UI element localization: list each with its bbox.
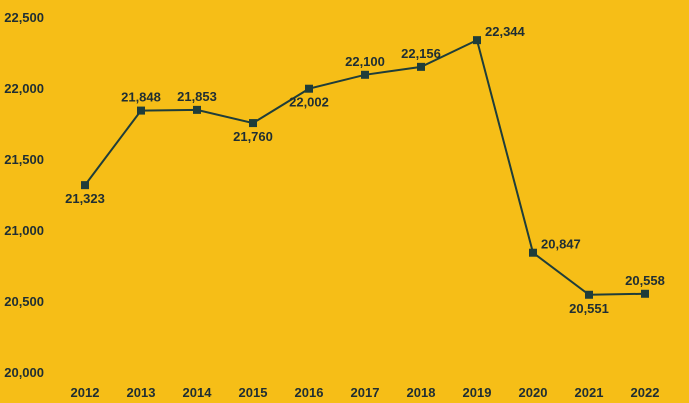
x-tick-label: 2018 bbox=[407, 385, 436, 400]
x-tick-label: 2016 bbox=[295, 385, 324, 400]
x-tick-label: 2021 bbox=[575, 385, 604, 400]
y-tick-label: 20,000 bbox=[4, 365, 44, 380]
y-tick-label: 20,500 bbox=[4, 294, 44, 309]
data-label: 21,848 bbox=[121, 90, 161, 105]
data-point-marker bbox=[249, 119, 257, 128]
y-tick-label: 21,500 bbox=[4, 152, 44, 167]
data-labels: 21,323 21,848 21,853 21,760 22,002 22,100 22,1… bbox=[65, 24, 665, 316]
data-label: 21,760 bbox=[233, 129, 273, 144]
data-label: 22,002 bbox=[289, 95, 329, 110]
x-tick-label: 2019 bbox=[463, 385, 492, 400]
y-tick-label: 21,000 bbox=[4, 223, 44, 238]
x-tick-label: 2012 bbox=[71, 385, 100, 400]
data-point-marker bbox=[81, 181, 89, 190]
x-tick-label: 2013 bbox=[127, 385, 156, 400]
x-tick-label: 2020 bbox=[519, 385, 548, 400]
data-label: 21,853 bbox=[177, 89, 217, 104]
data-point-marker bbox=[193, 105, 201, 114]
x-tick-label: 2017 bbox=[351, 385, 380, 400]
x-axis-ticks: 2012 2013 2014 2015 2016 2017 2018 2019 2020 2021… bbox=[71, 385, 660, 400]
y-tick-label: 22,000 bbox=[4, 81, 44, 96]
y-axis-ticks: 20,000 20,500 21,000 21,500 22,000 22,500 bbox=[4, 10, 44, 380]
x-tick-label: 2022 bbox=[631, 385, 660, 400]
data-point-marker bbox=[585, 290, 593, 299]
x-tick-label: 2014 bbox=[183, 385, 213, 400]
x-tick-label: 2015 bbox=[239, 385, 268, 400]
data-label: 20,558 bbox=[625, 273, 665, 288]
series-markers bbox=[81, 36, 649, 299]
data-label: 22,344 bbox=[485, 24, 526, 39]
data-point-marker bbox=[529, 248, 537, 257]
data-point-marker bbox=[305, 84, 313, 93]
y-tick-label: 22,500 bbox=[4, 10, 44, 25]
data-point-marker bbox=[473, 36, 481, 45]
data-label: 21,323 bbox=[65, 191, 105, 206]
data-label: 22,156 bbox=[401, 46, 441, 61]
data-label: 20,551 bbox=[569, 301, 609, 316]
data-label: 20,847 bbox=[541, 237, 581, 252]
data-point-marker bbox=[641, 289, 649, 298]
data-point-marker bbox=[417, 62, 425, 71]
data-label: 22,100 bbox=[345, 54, 385, 69]
data-point-marker bbox=[137, 106, 145, 115]
data-point-marker bbox=[361, 70, 369, 79]
